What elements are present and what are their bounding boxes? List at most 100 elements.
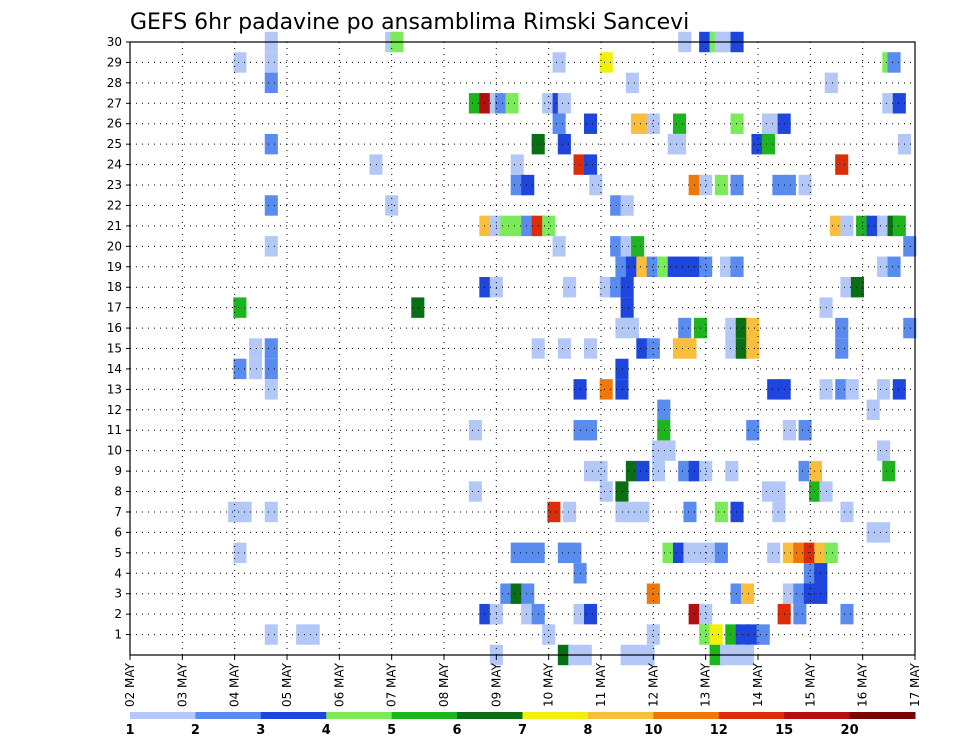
- heatmap-cell: [877, 522, 891, 543]
- heatmap-cell: [829, 215, 844, 237]
- heatmap-cell: [798, 460, 812, 482]
- heatmap-cell: [725, 624, 739, 645]
- x-tick-label: 07 MAY: [385, 662, 399, 707]
- heatmap-cell: [385, 195, 399, 216]
- y-tick-label: 3: [114, 587, 122, 601]
- heatmap-cell: [882, 93, 896, 114]
- heatmap-cell: [824, 542, 838, 564]
- legend-swatch: [849, 712, 916, 719]
- y-tick-label: 5: [114, 546, 122, 560]
- heatmap-cell: [646, 583, 660, 604]
- heatmap-cell: [672, 542, 687, 564]
- heatmap-cell: [866, 399, 880, 421]
- heatmap-cell: [306, 624, 320, 645]
- x-tick-label: 03 MAY: [175, 662, 189, 707]
- legend-label: 12: [710, 723, 728, 738]
- heatmap-cell: [479, 603, 493, 625]
- heatmap-cell: [620, 276, 634, 298]
- y-tick-label: 2: [114, 607, 122, 621]
- heatmap-cell: [521, 174, 535, 196]
- heatmap-cell: [625, 72, 639, 94]
- heatmap-cell: [646, 113, 660, 134]
- heatmap-cell: [557, 133, 571, 155]
- y-tick-label: 17: [107, 301, 122, 315]
- y-tick-label: 10: [107, 444, 122, 458]
- legend-label: 6: [453, 723, 462, 738]
- legend-swatch: [784, 712, 851, 719]
- y-tick-label: 22: [107, 198, 122, 212]
- heatmap-cell: [746, 317, 760, 339]
- heatmap-cell: [793, 542, 807, 564]
- heatmap-cell: [557, 338, 571, 359]
- y-tick-label: 20: [107, 239, 122, 253]
- heatmap-cell: [782, 583, 796, 604]
- heatmap-cell: [662, 440, 676, 461]
- heatmap-cell: [594, 460, 608, 482]
- heatmap-cell: [782, 174, 796, 196]
- heatmap-cell: [249, 358, 263, 380]
- heatmap-cell: [468, 420, 482, 441]
- heatmap-cell: [238, 501, 252, 523]
- heatmap-cell: [725, 317, 739, 339]
- heatmap-cell: [887, 256, 901, 277]
- heatmap-cell: [688, 460, 702, 482]
- heatmap-cell: [730, 174, 744, 196]
- heatmap-cell: [615, 379, 629, 400]
- heatmap-cell: [479, 276, 493, 298]
- heatmap-cell: [835, 317, 849, 339]
- heatmap-cell: [657, 256, 671, 277]
- heatmap-cell: [714, 542, 728, 564]
- heatmap-cell: [840, 603, 854, 625]
- heatmap-cell: [767, 113, 781, 134]
- heatmap-cell: [552, 113, 566, 134]
- y-tick-label: 21: [107, 219, 122, 233]
- heatmap-cell: [233, 358, 247, 380]
- heatmap-cell: [510, 154, 524, 175]
- heatmap-cell: [877, 215, 891, 237]
- heatmap-cell: [761, 133, 776, 155]
- y-tick-label: 12: [107, 403, 122, 417]
- heatmap-cell: [840, 276, 854, 298]
- heatmap-cell: [636, 338, 650, 359]
- heatmap-cell: [803, 583, 817, 604]
- heatmap-cell: [583, 603, 598, 625]
- heatmap-cell: [521, 583, 535, 604]
- heatmap-cell: [625, 501, 639, 523]
- heatmap-cell: [631, 236, 645, 257]
- heatmap-cell: [767, 379, 781, 400]
- heatmap-cell: [615, 481, 629, 502]
- heatmap-cell: [583, 154, 598, 175]
- x-tick-label: 16 MAY: [856, 662, 870, 707]
- heatmap-cell: [793, 583, 807, 604]
- heatmap-cell: [683, 542, 697, 564]
- legend-swatch: [391, 712, 458, 719]
- heatmap-cell: [683, 501, 697, 523]
- heatmap-cell: [583, 420, 598, 441]
- heatmap-cell: [495, 93, 509, 114]
- y-tick-label: 27: [107, 96, 122, 110]
- heatmap-cell: [547, 501, 561, 523]
- heatmap-cell: [411, 297, 425, 318]
- heatmap-cell: [521, 542, 535, 564]
- color-legend: 1 2 3 4 5 6 7 8 10 12 15 20: [125, 712, 916, 738]
- y-tick-label: 13: [107, 382, 122, 396]
- heatmap-cell: [552, 236, 566, 257]
- heatmap-cell: [835, 338, 849, 359]
- heatmap-cell: [296, 624, 310, 645]
- heatmap-cell: [782, 542, 796, 564]
- heatmap-cell: [583, 338, 598, 359]
- data-cells: [228, 31, 917, 666]
- heatmap-cell: [678, 256, 692, 277]
- heatmap-cell: [620, 236, 634, 257]
- heatmap-cell: [557, 93, 571, 114]
- heatmap-cell: [583, 113, 598, 134]
- x-tick-label: 17 MAY: [908, 662, 922, 707]
- legend-swatch: [130, 712, 196, 719]
- heatmap-cell: [615, 256, 629, 277]
- heatmap-cell: [782, 420, 796, 441]
- y-tick-label: 1: [114, 628, 122, 642]
- heatmap-cell: [887, 52, 901, 73]
- y-tick-label: 14: [107, 362, 122, 376]
- heatmap-cell: [631, 113, 645, 134]
- heatmap-cell: [620, 297, 634, 318]
